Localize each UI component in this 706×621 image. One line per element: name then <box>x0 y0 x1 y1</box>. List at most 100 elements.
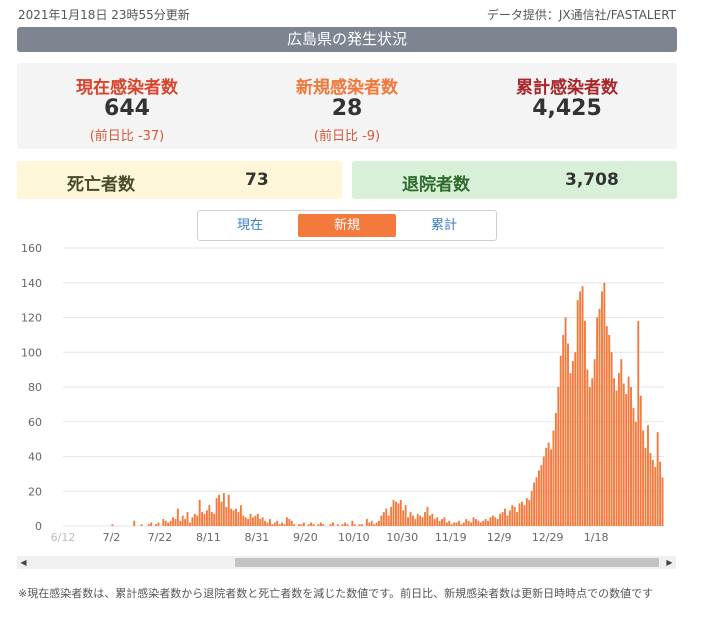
bar <box>271 524 274 526</box>
bar <box>368 522 371 526</box>
bar <box>191 517 194 526</box>
bar <box>421 517 424 526</box>
x-tick-label: 12/29 <box>532 531 564 544</box>
bar <box>273 522 276 526</box>
bar <box>162 519 165 526</box>
bar <box>487 520 489 526</box>
bar <box>525 498 528 526</box>
bar <box>581 286 584 526</box>
bar <box>610 352 613 526</box>
chart-scrollbar[interactable]: ◀ ▶ <box>17 556 676 569</box>
bar <box>244 517 247 526</box>
tab-new[interactable]: 新規 <box>298 214 396 237</box>
bar <box>431 513 434 526</box>
bar <box>213 513 216 526</box>
bar <box>569 373 572 526</box>
bar <box>588 387 591 526</box>
bar <box>567 343 569 526</box>
y-tick-label: 40 <box>28 451 42 464</box>
stat-diff: (前日比 -9) <box>313 129 381 144</box>
bar <box>344 522 346 526</box>
stat-total-infected: 累計感染者数 4,425 <box>457 63 677 149</box>
y-tick-label: 0 <box>35 520 42 533</box>
bar <box>528 499 531 526</box>
bar <box>419 515 422 526</box>
bar <box>518 503 521 526</box>
bar <box>489 517 492 526</box>
stat-value: 644 <box>104 96 150 121</box>
bar <box>508 510 511 526</box>
bar <box>659 461 662 526</box>
x-tick-label: 8/31 <box>245 531 270 544</box>
bar <box>438 520 441 526</box>
deaths-label: 死亡者数 <box>67 175 135 195</box>
deaths-panel: 死亡者数 73 <box>17 161 342 199</box>
bar <box>441 519 443 526</box>
bar <box>494 517 497 526</box>
bar <box>252 517 254 526</box>
bar <box>574 352 577 526</box>
bar <box>196 515 199 526</box>
y-tick-label: 120 <box>21 312 42 325</box>
bar <box>562 334 565 527</box>
bar <box>622 383 625 526</box>
bar <box>552 430 555 526</box>
y-tick-label: 140 <box>21 277 42 290</box>
bar <box>598 308 601 526</box>
footnote: ※現在感染者数は、累計感染者数から退院者数と死亡者数を減じた数値です。前日比、新… <box>18 587 654 600</box>
bar <box>460 524 463 526</box>
bar <box>433 519 436 526</box>
bar <box>176 508 179 527</box>
bar <box>496 519 499 526</box>
bar <box>172 517 174 526</box>
bar <box>477 520 480 526</box>
bar <box>227 494 230 526</box>
scroll-right-arrow-icon[interactable]: ▶ <box>666 558 673 567</box>
bar <box>293 524 296 526</box>
bar <box>542 456 545 526</box>
bar <box>644 447 647 526</box>
bar <box>465 519 468 526</box>
bar <box>513 506 516 526</box>
bar <box>661 477 664 526</box>
scroll-left-arrow-icon[interactable]: ◀ <box>20 558 27 567</box>
bar <box>198 499 201 526</box>
deaths-value: 73 <box>245 170 269 190</box>
bar <box>259 519 262 526</box>
bar <box>247 519 250 526</box>
x-tick-label: 9/20 <box>293 531 318 544</box>
bar <box>205 510 208 526</box>
bar <box>140 524 143 526</box>
bar <box>521 501 523 526</box>
bar <box>319 522 322 526</box>
bar <box>651 459 654 526</box>
bar <box>540 465 543 526</box>
bar <box>365 519 368 526</box>
bar <box>414 519 417 526</box>
bar <box>375 522 378 526</box>
bar <box>516 512 519 526</box>
bar <box>593 359 596 526</box>
bar <box>264 520 267 526</box>
bar <box>288 519 291 526</box>
bar <box>268 519 271 526</box>
bar <box>147 524 150 526</box>
bar <box>639 395 642 526</box>
tab-current[interactable]: 現在 <box>236 218 263 233</box>
chart-mode-tabs: 現在 新規 累計 <box>197 210 497 241</box>
y-tick-label: 100 <box>21 346 42 359</box>
bar <box>392 499 395 526</box>
bar <box>232 510 235 526</box>
tab-total[interactable]: 累計 <box>430 218 457 233</box>
bar <box>254 515 257 526</box>
bar <box>445 522 448 526</box>
bar <box>281 522 283 526</box>
bar <box>448 520 451 526</box>
bar <box>208 505 211 526</box>
bar <box>428 515 431 526</box>
bar <box>397 503 400 526</box>
bar <box>237 512 240 526</box>
bar <box>155 524 157 526</box>
scroll-thumb[interactable] <box>235 558 659 567</box>
bar <box>184 519 187 526</box>
